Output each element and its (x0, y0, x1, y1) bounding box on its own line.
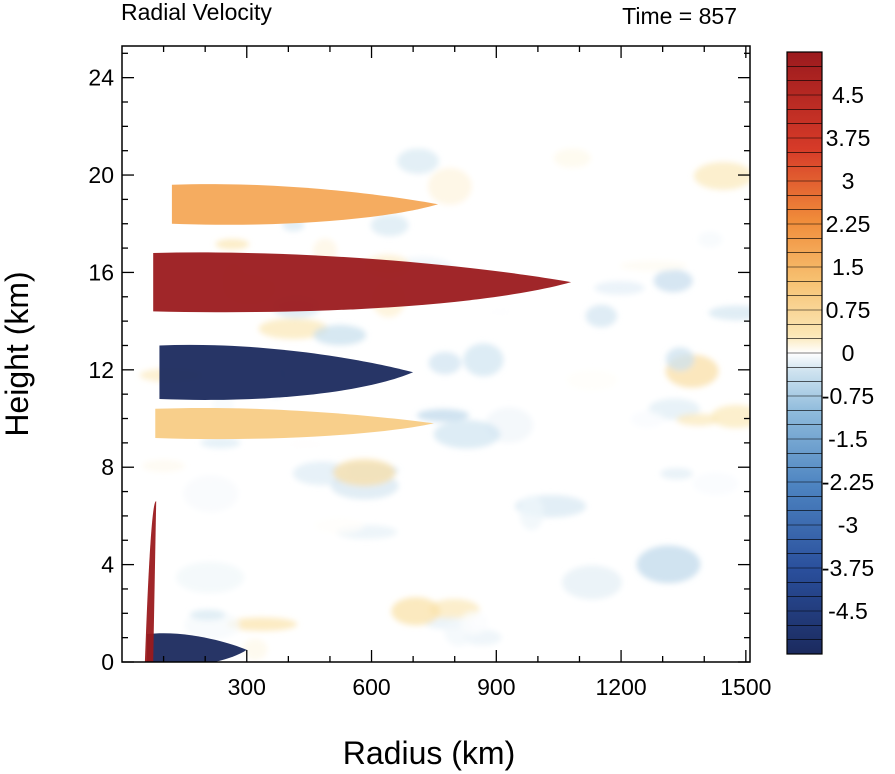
colorbar-tick-label: 1.5 (832, 254, 864, 280)
field-texture-blob (619, 260, 688, 272)
colorbar-tick-label: -2.25 (822, 469, 874, 495)
colorbar: 4.5 3.75 3 2.25 1.5 0.75 0 -0.75 -1.5 -2.25 -3 -3.7… (786, 51, 874, 655)
field-texture-blob (176, 561, 245, 594)
plot-frame (121, 45, 751, 663)
colorbar-tick-label: 3 (842, 168, 855, 194)
colorbar-tick-label: -0.75 (822, 383, 874, 409)
field-texture-blob (647, 421, 704, 454)
field-texture-blob (333, 458, 396, 487)
field-texture-blob (215, 238, 250, 250)
field-texture-blob (488, 306, 514, 317)
field-texture-blob (585, 304, 618, 328)
y-tick-label: 8 (101, 454, 114, 480)
y-tick-label: 20 (88, 162, 114, 188)
y-axis-label: Height (km) (0, 271, 35, 436)
field-texture-blob (142, 459, 185, 473)
field-texture-blob (636, 545, 701, 584)
colorbar-tick-label: -3 (838, 512, 858, 538)
field-texture-blob (313, 324, 367, 346)
plot-area (122, 46, 750, 662)
field-texture-blob (630, 411, 665, 428)
y-tick-label: 4 (101, 552, 114, 578)
x-tick-label: 900 (477, 674, 515, 700)
field-texture-blob (286, 438, 324, 450)
y-tick-label: 12 (88, 357, 114, 383)
field-texture-blob (243, 638, 268, 661)
field-texture-blob (519, 495, 544, 531)
x-tick-label: 1200 (595, 674, 646, 700)
flow-feature-outflow-jet (153, 252, 572, 313)
colorbar-tick-label: -1.5 (828, 426, 868, 452)
colorbar-tick-label: -4.5 (828, 598, 868, 624)
field-texture-blob (697, 231, 723, 248)
field-texture-blob (676, 413, 720, 426)
x-axis-label: Radius (km) (343, 735, 515, 771)
field-texture-blob (553, 148, 591, 168)
x-tick-label: 1500 (720, 674, 771, 700)
flow-feature-inflow-layer-aloft (159, 344, 414, 400)
flow-feature-upper-return-flow (171, 184, 439, 225)
colorbar-level-lines (787, 66, 822, 640)
field-texture-blob (594, 281, 645, 295)
field-texture-blob (463, 343, 504, 377)
field-texture-blob (459, 611, 489, 635)
flow-feature-eyewall-outflow (144, 501, 157, 662)
field-texture-blob (693, 161, 750, 190)
field-texture-blob (710, 404, 750, 429)
field-texture-blob (692, 472, 739, 495)
x-tick-label: 300 (228, 674, 266, 700)
chart-title: Radial Velocity (121, 0, 272, 25)
field-texture-blob (708, 305, 750, 321)
y-tick-label: 16 (88, 259, 114, 285)
colorbar-tick-label: 0 (842, 340, 855, 366)
field-texture-blob (665, 347, 695, 371)
colorbar-tick-label: 0.75 (826, 297, 871, 323)
field-texture-blob (200, 437, 241, 449)
y-tick-label: 0 (101, 649, 114, 675)
field-texture-blob (566, 369, 619, 391)
field-texture-blob (314, 517, 365, 534)
field-texture-blob (370, 214, 409, 237)
chart-subtitle: Time = 857 (622, 3, 737, 29)
field-texture-blob (226, 617, 298, 631)
field-texture-blob (416, 408, 470, 422)
colorbar-labels: 4.5 3.75 3 2.25 1.5 0.75 0 -0.75 -1.5 -2.25 -3 -3.7… (822, 82, 874, 624)
field-texture-blob (653, 269, 693, 293)
colorbar-tick-label: 4.5 (832, 82, 864, 108)
field-texture-blob (433, 420, 501, 449)
field-texture-blob (183, 475, 239, 513)
field-texture-blob (397, 148, 439, 174)
field-texture-blob (391, 597, 441, 626)
x-tick-label: 600 (352, 674, 390, 700)
flow-feature-outflow-layer-mid (155, 407, 434, 440)
colorbar-tick-label: -3.75 (822, 555, 874, 581)
colorbar-tick-label: 2.25 (826, 211, 871, 237)
y-tick-label: 24 (88, 65, 114, 91)
field-texture-blob (562, 565, 622, 600)
colorbar-tick-label: 3.75 (826, 125, 871, 151)
x-axis: 300 600 900 1200 1500 (162, 46, 771, 700)
field-texture-blob (428, 351, 462, 375)
flow-feature-boundary-layer-inflow (146, 633, 247, 662)
velocity-field-layers (144, 184, 572, 662)
field-texture-blob (660, 467, 693, 480)
y-axis: 0 4 8 12 16 20 24 (88, 52, 750, 675)
field-texture-blob (427, 167, 472, 205)
colorbar-frame (786, 51, 823, 655)
field-texture-blob (189, 609, 226, 621)
field-texture-blob (258, 318, 328, 340)
